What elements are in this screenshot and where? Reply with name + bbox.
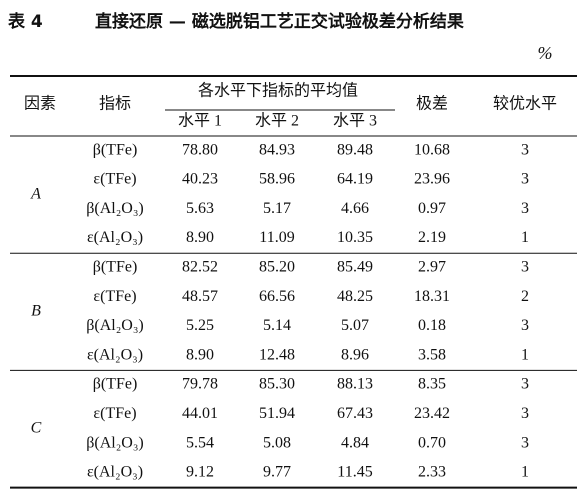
cell: 5.07 [341, 317, 369, 334]
cell: 8.90 [186, 346, 214, 363]
cell: 10.35 [337, 229, 373, 246]
indicator: ε(TFe) [93, 288, 136, 305]
cell: 48.57 [182, 288, 218, 305]
col-header: 指标 [99, 95, 131, 113]
cell: 0.18 [418, 317, 446, 334]
cell: 3 [521, 171, 529, 188]
cell: 89.48 [337, 141, 373, 158]
cell: 44.01 [182, 405, 218, 422]
table-label: 表 4 [8, 11, 43, 32]
factor: A [30, 185, 41, 202]
cell: 23.96 [414, 171, 450, 188]
cell: 58.96 [259, 171, 295, 188]
cell: 0.70 [418, 434, 446, 451]
cell: 1 [521, 346, 529, 363]
cell: 11.09 [259, 229, 294, 246]
cell: 78.80 [182, 141, 218, 158]
col-group-header: 各水平下指标的平均值 [198, 82, 358, 100]
col-header: 水平 3 [333, 112, 377, 130]
cell: 2 [521, 288, 529, 305]
cell: 40.23 [182, 171, 218, 188]
cell: 18.31 [414, 288, 450, 305]
cell: 3 [521, 200, 529, 217]
cell: 85.30 [259, 376, 295, 393]
indicator: β(TFe) [93, 259, 138, 276]
cell: 4.66 [341, 200, 369, 217]
indicator: ε(TFe) [93, 405, 136, 422]
cell: 48.25 [337, 288, 373, 305]
cell: 85.20 [259, 259, 295, 276]
cell: 85.49 [337, 259, 373, 276]
cell: 5.63 [186, 200, 214, 217]
cell: 66.56 [259, 288, 295, 305]
col-header: 因素 [24, 95, 56, 113]
cell: 8.96 [341, 346, 369, 363]
cell: 51.94 [259, 405, 295, 422]
cell: 5.25 [186, 317, 214, 334]
indicator: ε(TFe) [93, 171, 136, 188]
cell: 3 [521, 141, 529, 158]
cell: 11.45 [337, 464, 372, 481]
cell: 2.19 [418, 229, 446, 246]
cell: 88.13 [337, 376, 373, 393]
cell: 4.84 [341, 434, 369, 451]
cell: 5.14 [263, 317, 291, 334]
indicator: ε(Al₂O₃) [87, 464, 143, 481]
cell: 23.42 [414, 405, 450, 422]
col-header: 水平 2 [255, 112, 299, 130]
cell: 5.17 [263, 200, 291, 217]
cell: 64.19 [337, 171, 373, 188]
indicator: β(Al₂O₃) [86, 434, 144, 451]
factor: B [31, 302, 41, 319]
cell: 10.68 [414, 141, 450, 158]
col-header: 较优水平 [493, 95, 557, 113]
factor: C [31, 420, 42, 437]
cell: 3 [521, 259, 529, 276]
indicator: β(TFe) [93, 376, 138, 393]
cell: 5.54 [186, 434, 214, 451]
cell: 79.78 [182, 376, 218, 393]
table-title: 直接还原 — 磁选脱铝工艺正交试验极差分析结果 [95, 11, 464, 32]
cell: 1 [521, 229, 529, 246]
indicator: β(Al₂O₃) [86, 317, 144, 334]
cell: 3 [521, 405, 529, 422]
cell: 84.93 [259, 141, 295, 158]
cell: 8.35 [418, 376, 446, 393]
cell: 9.12 [186, 464, 214, 481]
indicator: ε(Al₂O₃) [87, 229, 143, 246]
cell: 67.43 [337, 405, 373, 422]
cell: 5.08 [263, 434, 291, 451]
cell: 3 [521, 317, 529, 334]
cell: 3 [521, 376, 529, 393]
cell: 8.90 [186, 229, 214, 246]
cell: 82.52 [182, 259, 218, 276]
cell: 12.48 [259, 346, 295, 363]
cell: 2.97 [418, 259, 446, 276]
cell: 0.97 [418, 200, 446, 217]
cell: 1 [521, 464, 529, 481]
unit: % [538, 43, 553, 63]
col-header: 水平 1 [178, 112, 222, 130]
col-header: 极差 [416, 95, 448, 113]
cell: 9.77 [263, 464, 291, 481]
cell: 3 [521, 434, 529, 451]
cell: 2.33 [418, 464, 446, 481]
indicator: ε(Al₂O₃) [87, 346, 143, 363]
indicator: β(Al₂O₃) [86, 200, 144, 217]
cell: 3.58 [418, 346, 446, 363]
indicator: β(TFe) [93, 141, 138, 158]
